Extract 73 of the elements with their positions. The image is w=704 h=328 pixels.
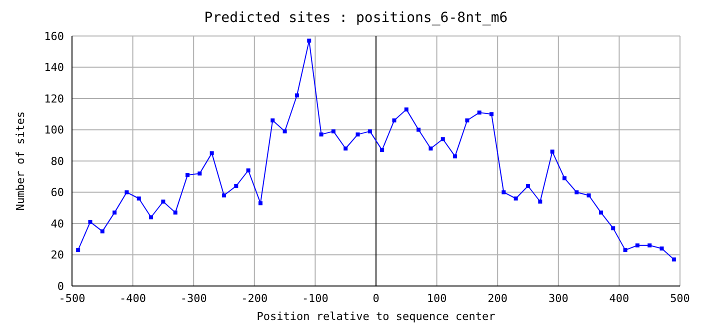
point	[502, 190, 506, 194]
point	[124, 190, 129, 194]
point	[428, 146, 433, 150]
point	[100, 229, 104, 234]
point	[623, 248, 628, 252]
x-axis-title: Position relative to sequence center	[256, 310, 496, 323]
point	[404, 107, 408, 112]
x-tick-label: -400	[120, 292, 146, 305]
point	[416, 128, 421, 132]
point	[186, 173, 190, 178]
y-tick-label: 160	[44, 30, 64, 43]
point	[112, 210, 117, 215]
chart-title: Predicted sites : positions_6-8nt_m6	[203, 9, 509, 28]
point	[319, 132, 324, 136]
point	[198, 172, 202, 176]
point	[282, 129, 287, 134]
point	[562, 176, 566, 180]
point	[514, 196, 518, 200]
x-tick-label: -500	[58, 292, 86, 305]
point	[356, 132, 360, 136]
x-tick-label: 200	[488, 292, 508, 305]
y-tick-label: 140	[44, 61, 64, 74]
point	[76, 248, 80, 252]
point	[453, 154, 458, 158]
point	[538, 200, 542, 204]
point	[380, 148, 384, 152]
y-axis-title: Number of sites	[14, 111, 27, 211]
y-tick-label: 40	[50, 217, 64, 230]
point	[307, 38, 312, 43]
point	[331, 129, 336, 134]
point	[210, 151, 214, 156]
point	[149, 215, 154, 220]
point	[270, 118, 275, 122]
y-tick-label: 0	[57, 280, 64, 293]
point	[344, 146, 348, 150]
point	[648, 243, 652, 248]
point	[88, 220, 92, 224]
point	[586, 193, 591, 198]
x-tick-label: 400	[609, 292, 630, 305]
point	[490, 112, 494, 116]
point	[660, 246, 664, 250]
y-tick-label: 60	[50, 186, 64, 200]
point	[465, 118, 470, 122]
y-tick-label: 80	[50, 154, 64, 168]
point	[574, 190, 579, 194]
x-tick-label: 100	[426, 292, 447, 305]
point	[440, 137, 445, 142]
y-tick-label: 100	[44, 124, 64, 137]
y-tick-label: 20	[50, 248, 64, 262]
point	[672, 257, 676, 262]
y-tick-label: 120	[44, 92, 64, 106]
point	[611, 226, 616, 230]
point	[161, 200, 166, 204]
point	[550, 150, 554, 154]
point	[222, 193, 226, 198]
point	[635, 243, 640, 248]
x-tick-label: -100	[302, 292, 328, 305]
x-tick-label: -300	[180, 292, 207, 305]
x-tick-label: -200	[241, 292, 268, 305]
point	[526, 184, 530, 188]
point	[392, 118, 396, 122]
point	[294, 93, 299, 98]
point	[246, 168, 250, 172]
point	[258, 201, 262, 206]
point	[234, 184, 238, 188]
point	[598, 210, 603, 215]
x-tick-label: 500	[670, 292, 690, 305]
point	[368, 129, 372, 134]
point	[477, 110, 482, 115]
point	[136, 196, 141, 200]
point	[173, 210, 178, 215]
x-tick-label: 0	[372, 292, 380, 305]
x-tick-label: 300	[548, 292, 568, 305]
